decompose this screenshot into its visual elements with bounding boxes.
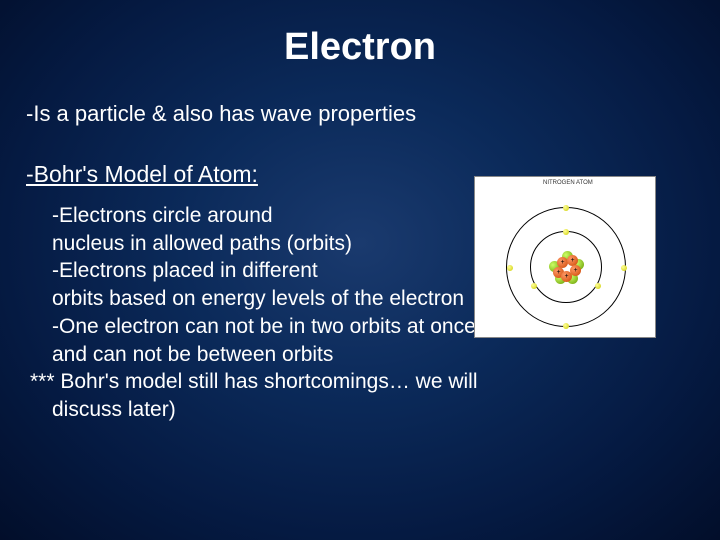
- electron-icon: [621, 265, 627, 271]
- bullet-line: discuss later): [52, 396, 692, 424]
- intro-line: -Is a particle & also has wave propertie…: [26, 101, 692, 127]
- electron-icon: [595, 283, 601, 289]
- electron-icon: [507, 265, 513, 271]
- electron-icon: [563, 229, 569, 235]
- electron-icon: [563, 323, 569, 329]
- electron-icon: [563, 205, 569, 211]
- slide-title: Electron: [28, 26, 692, 69]
- atom-label: NITROGEN ATOM: [543, 180, 593, 187]
- atom-diagram: NITROGEN ATOM +++++: [474, 176, 656, 338]
- bullet-line: *** Bohr's model still has shortcomings……: [30, 368, 692, 396]
- slide: Electron -Is a particle & also has wave …: [0, 0, 720, 540]
- proton-icon: +: [561, 271, 572, 282]
- bullet-line: and can not be between orbits: [52, 341, 692, 369]
- orbit-ring: [506, 207, 626, 327]
- electron-icon: [531, 283, 537, 289]
